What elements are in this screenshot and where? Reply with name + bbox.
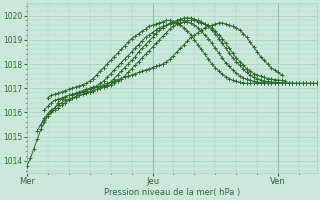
X-axis label: Pression niveau de la mer( hPa ): Pression niveau de la mer( hPa )	[104, 188, 240, 197]
